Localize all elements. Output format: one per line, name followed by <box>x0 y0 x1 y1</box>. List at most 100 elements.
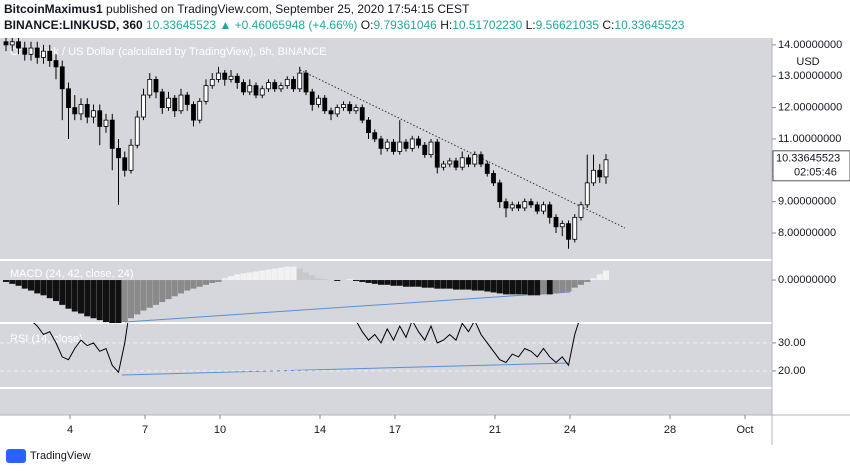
macd-bar <box>571 280 578 288</box>
ohlc-key: H: <box>440 18 452 32</box>
macd-bar <box>78 280 84 314</box>
macd-bar <box>359 280 366 282</box>
macd-bar <box>253 271 259 281</box>
countdown: 02:05:46 <box>794 167 837 179</box>
published: published on TradingView.com, September … <box>106 2 470 16</box>
macd-bar <box>115 280 122 323</box>
macd-bar <box>15 280 22 286</box>
macd-bar <box>415 280 422 287</box>
candle-body <box>366 119 371 134</box>
ohlc-key: L: <box>526 18 536 32</box>
candle-body <box>284 78 290 87</box>
change: ▲ +0.46065948 (+4.66%) <box>219 18 357 32</box>
macd-bar <box>9 280 16 284</box>
macd-bar <box>65 280 72 309</box>
pane-marks <box>33 323 579 374</box>
macd-bar <box>96 280 103 321</box>
divergence-line <box>121 362 569 376</box>
price-box <box>772 150 850 182</box>
candle-body <box>41 50 46 58</box>
candle-body <box>547 204 553 218</box>
macd-bar <box>109 280 116 323</box>
candle-body <box>334 107 340 115</box>
candle-body <box>209 78 215 87</box>
macd-bar <box>490 280 497 293</box>
x-tick-label: 24 <box>564 424 576 436</box>
macd-bar <box>334 280 341 281</box>
macd-bar <box>509 280 516 295</box>
macd-bar <box>546 280 553 295</box>
macd-bar <box>378 280 384 285</box>
symbol-line: BINANCE:LINKUSD, 360 10.33645523 ▲ +0.46… <box>4 18 685 32</box>
macd-bar <box>221 278 228 281</box>
candle-body <box>459 157 465 168</box>
macd-bar <box>528 280 534 296</box>
candle-body <box>166 97 171 109</box>
candle-body <box>141 94 146 118</box>
macd-bar <box>515 280 522 295</box>
last-price: 10.33645523 <box>146 18 216 32</box>
candle-body <box>103 119 109 127</box>
macd-bar <box>453 280 459 290</box>
macd-bar <box>178 280 184 294</box>
candle-body <box>453 160 459 168</box>
macd-bar <box>384 280 391 285</box>
macd-bar <box>540 280 547 295</box>
macd-bar <box>84 280 91 317</box>
candle-body <box>134 116 140 146</box>
macd-bar <box>446 280 453 289</box>
macd-bar <box>59 280 66 305</box>
candle-body <box>53 60 59 68</box>
macd-bar <box>553 280 559 294</box>
y-tick-label: 8.00000000 <box>778 227 836 239</box>
candle-body <box>309 91 315 105</box>
candle-body <box>316 97 321 105</box>
candle-body <box>528 201 534 206</box>
x-tick-label: 17 <box>389 424 401 436</box>
macd-bar <box>259 270 266 281</box>
candle-body <box>497 182 503 203</box>
candle-body <box>303 72 309 93</box>
candle-body <box>266 82 271 90</box>
candle-body <box>391 141 396 152</box>
price-label: 10.33645523 <box>776 153 840 165</box>
macd-bar <box>196 280 203 287</box>
candle-body <box>9 41 15 46</box>
ohlc-key: O: <box>361 18 374 32</box>
macd-bar <box>46 280 53 299</box>
macd-bar <box>290 266 297 281</box>
chart-title: ChainLink / US Dollar (calculated by Tra… <box>10 46 327 58</box>
macd-bar <box>559 280 566 293</box>
candle-body <box>447 160 453 165</box>
macd-bar <box>534 280 541 296</box>
candle-body <box>116 147 121 159</box>
macd-bar <box>240 273 247 281</box>
macd-bar <box>53 280 59 302</box>
candle-body <box>416 138 421 146</box>
macd-bar <box>303 272 309 281</box>
macd-bar <box>496 280 503 294</box>
candle-body <box>503 201 509 209</box>
candle-body <box>234 75 240 83</box>
footer-text: TradingView <box>30 450 91 462</box>
macd-bar <box>71 280 78 312</box>
candle-body <box>34 47 40 58</box>
candle-body <box>322 97 328 112</box>
macd-bar <box>353 280 359 281</box>
macd-bar <box>434 280 441 289</box>
candle-body <box>203 85 209 102</box>
candle-body <box>259 88 265 96</box>
candle-body <box>253 85 259 96</box>
candle-body <box>159 91 165 109</box>
x-tick-label: Oct <box>736 424 753 436</box>
candle-body <box>378 138 384 149</box>
candle-body <box>428 141 434 156</box>
macd-bar <box>234 274 241 281</box>
macd-bar <box>28 280 34 291</box>
candle-body <box>278 85 284 90</box>
symbol: BINANCE:LINKUSD, 360 <box>4 18 143 32</box>
candle-body <box>422 144 428 156</box>
macd-bar <box>428 280 434 288</box>
y-tick-label: 20.00 <box>778 365 806 377</box>
candle-body <box>572 216 578 240</box>
